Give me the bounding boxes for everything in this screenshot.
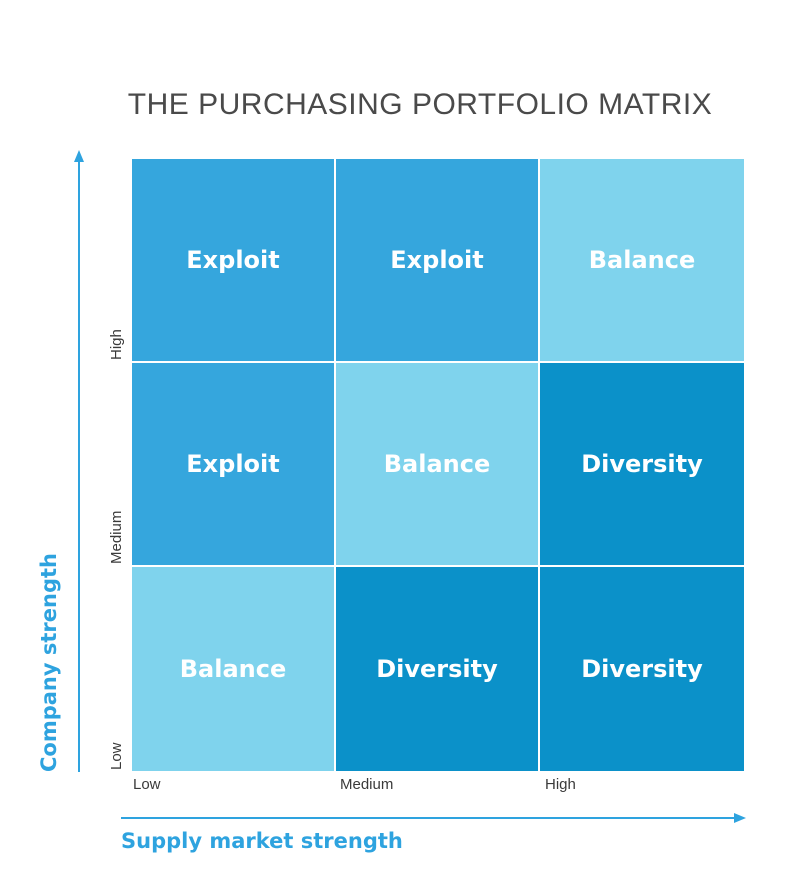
cell-high-medium: Exploit [336, 159, 540, 363]
cell-high-low: Exploit [132, 159, 336, 363]
cell-low-low: Balance [132, 567, 336, 771]
x-tick-low: Low [133, 776, 161, 793]
cell-label: Exploit [186, 450, 280, 478]
y-tick-low: Low [108, 742, 125, 770]
y-axis-label: Company strength [37, 553, 61, 772]
cell-high-high: Balance [540, 159, 744, 363]
x-axis-label: Supply market strength [121, 829, 403, 853]
diagram-title: THE PURCHASING PORTFOLIO MATRIX [127, 88, 713, 121]
cell-label: Balance [383, 450, 491, 478]
y-axis-arrow [74, 150, 84, 772]
y-tick-medium: Medium [108, 510, 125, 564]
x-axis-arrow [121, 813, 746, 823]
cell-medium-low: Exploit [132, 363, 336, 567]
cell-label: Balance [179, 655, 287, 683]
y-tick-high: High [108, 329, 125, 360]
cell-medium-high: Diversity [540, 363, 744, 567]
cell-label: Exploit [390, 246, 484, 274]
x-tick-medium: Medium [340, 776, 394, 793]
cell-low-high: Diversity [540, 567, 744, 771]
cell-label: Diversity [581, 655, 703, 683]
cell-label: Diversity [581, 450, 703, 478]
portfolio-matrix: Exploit Exploit Balance Exploit Balance … [132, 159, 744, 771]
cell-label: Diversity [376, 655, 498, 683]
cell-medium-medium: Balance [336, 363, 540, 567]
x-tick-high: High [545, 776, 576, 793]
cell-label: Exploit [186, 246, 280, 274]
cell-label: Balance [588, 246, 696, 274]
cell-low-medium: Diversity [336, 567, 540, 771]
